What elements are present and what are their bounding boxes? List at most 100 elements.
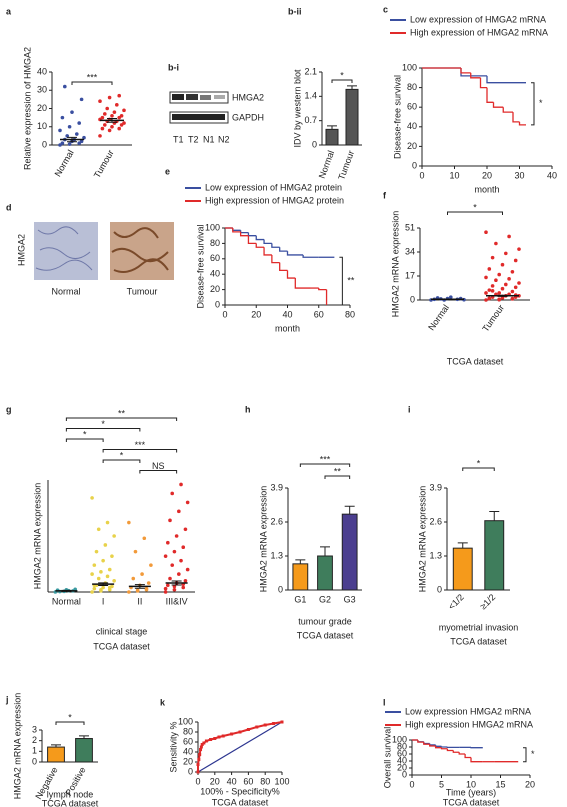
caption: TCGA dataset (447, 356, 504, 366)
data-point (107, 585, 112, 590)
survival-step (423, 741, 430, 745)
data-point (494, 241, 498, 246)
y-tick-label: 60 (407, 102, 417, 112)
data-point (507, 234, 511, 239)
error-bar (67, 136, 77, 143)
survival-step (440, 746, 448, 748)
bar (452, 547, 473, 591)
x-tick-label: 20 (210, 776, 220, 786)
roc-point (255, 725, 259, 729)
error-bar (457, 542, 468, 549)
roc-point (198, 753, 202, 756)
data-point (77, 121, 81, 125)
x-tick-label: 60 (243, 776, 253, 786)
category-label: I (102, 596, 105, 606)
x-axis-label: month (474, 184, 499, 194)
roc-point (196, 770, 200, 774)
survival-step (247, 235, 257, 245)
survival-step (470, 72, 481, 79)
y-tick-label: 40 (397, 755, 407, 765)
category-label: Normal (426, 303, 451, 333)
data-point (484, 291, 488, 295)
x-axis-label: lymph node (47, 789, 94, 799)
data-point (142, 536, 147, 541)
texture (35, 226, 93, 271)
y-tick-label: 2 (32, 735, 37, 745)
band (172, 114, 225, 120)
y-tick-label: 2.1 (304, 66, 317, 76)
data-point (94, 549, 99, 554)
significance-bracket (65, 428, 141, 432)
data-point (112, 110, 117, 114)
significance-bracket (71, 81, 113, 85)
significance-bracket (55, 721, 85, 725)
lane-label: T2 (188, 134, 199, 144)
data-point (170, 563, 175, 567)
data-point (490, 289, 495, 293)
band (200, 95, 211, 100)
x-tick-label: 80 (345, 309, 355, 319)
lane-label: N2 (218, 134, 230, 144)
error-bar (295, 559, 306, 564)
data-point (75, 132, 79, 136)
data-point (168, 576, 172, 581)
survival-step (434, 745, 442, 749)
data-point (484, 275, 488, 280)
survival-step (512, 112, 520, 123)
data-point (490, 284, 495, 288)
data-point (58, 128, 62, 133)
panel-letter: g (6, 404, 12, 414)
data-point (96, 527, 101, 532)
annotation-bracket (523, 747, 527, 763)
data-point (101, 558, 105, 563)
y-axis-label: HMGA2 mRNA expression (417, 486, 427, 593)
y-tick-label: 60 (397, 748, 407, 758)
data-point (174, 534, 179, 538)
roc-point (199, 745, 203, 749)
annotation: * (531, 749, 535, 759)
error-bar (61, 589, 72, 592)
y-axis-label: HMGA2 mRNA expression (390, 211, 400, 318)
y-tick-label: 40 (407, 121, 417, 131)
data-point (67, 142, 72, 146)
roc-point (280, 720, 284, 724)
y-tick-label: 51 (405, 222, 415, 232)
error-bar (327, 125, 337, 130)
annotation-bracket (531, 82, 535, 126)
data-point (117, 126, 121, 131)
survival-step (232, 228, 241, 231)
data-point (92, 586, 97, 591)
data-point (100, 115, 105, 120)
y-tick-label: 20 (37, 103, 47, 113)
y-axis-label: Overall survival (382, 727, 392, 789)
y-tick-label: 100 (178, 716, 193, 726)
data-point (63, 84, 67, 89)
roc-point (238, 730, 242, 734)
survival-step (255, 243, 265, 248)
y-tick-label: 20 (407, 141, 417, 151)
survival-step (458, 752, 466, 755)
data-point (504, 282, 508, 287)
data-point (449, 295, 453, 299)
data-point (172, 549, 177, 554)
y-tick-label: 40 (210, 269, 220, 279)
y-tick-label: 10 (37, 121, 47, 131)
survival-step (464, 754, 471, 759)
y-tick-label: 0 (412, 160, 417, 170)
roc-point (221, 734, 225, 738)
x-tick-label: 0 (409, 779, 414, 789)
data-point (79, 97, 84, 102)
survival-step (423, 742, 430, 745)
significance-label: * (68, 712, 72, 722)
annotation: * (539, 98, 543, 108)
panel-letter: i (408, 404, 411, 414)
y-tick-label: 80 (210, 238, 220, 248)
y-tick-label: 2.6 (429, 516, 442, 526)
data-point (115, 103, 119, 107)
data-point (70, 110, 74, 114)
lane-label: T1 (173, 134, 184, 144)
data-point (510, 297, 515, 301)
roc-point (196, 763, 200, 766)
significance-label: ** (118, 408, 126, 418)
y-tick-label: 100 (205, 222, 220, 232)
